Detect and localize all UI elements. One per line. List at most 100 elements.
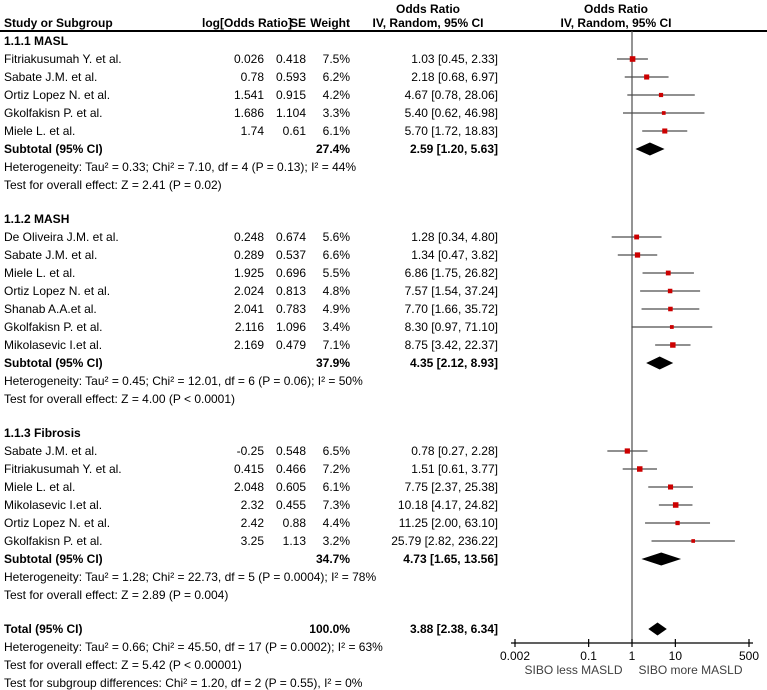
- study-name: Shanab A.A.et al.: [4, 302, 97, 316]
- table-row: Subtotal (95% CI) 27.4% 2.59 [1.20, 5.63]: [0, 140, 767, 158]
- plot-header-line2: IV, Random, 95% CI: [560, 16, 672, 30]
- ci-value: 2.59 [1.20, 5.63]: [409, 142, 498, 156]
- study-name: Fitriakusumah Y. et al.: [4, 52, 122, 66]
- standard-error-value: 0.593: [275, 70, 306, 84]
- standard-error-value: 0.696: [275, 266, 306, 280]
- overall-effect-note: Test for overall effect: Z = 2.41 (P = 0…: [4, 178, 222, 192]
- effect-column-header-line1: Odds Ratio: [395, 2, 460, 16]
- log-odds-ratio-value: 2.116: [234, 320, 264, 334]
- study-name: Gkolfakisn P. et al.: [4, 320, 103, 334]
- table-row: De Oliveira J.M. et al. 0.248 0.674 5.6% 1.2…: [0, 228, 767, 246]
- log-odds-ratio-value: 2.32: [240, 498, 264, 512]
- weight-value: 7.5%: [322, 52, 350, 66]
- axis-label-right: SIBO more MASLD: [638, 663, 742, 677]
- effect-marker: [624, 448, 630, 454]
- table-row: Mikolasevic I.et al. 2.32 0.455 7.3% 10.18 […: [0, 496, 767, 514]
- standard-error-value: 0.548: [275, 444, 306, 458]
- subgroup-title: 1.1.3 Fibrosis: [4, 426, 81, 440]
- axis-tick-label: 500: [739, 649, 759, 663]
- subgroup-title: 1.1.2 MASH: [4, 212, 70, 226]
- table-row: Gkolfakisn P. et al. 3.25 1.13 3.2% 25.79 [2…: [0, 532, 767, 550]
- ci-value: 5.70 [1.72, 18.83]: [404, 124, 498, 138]
- log-odds-ratio-value: 1.925: [233, 266, 264, 280]
- weight-value: 6.1%: [322, 480, 350, 494]
- effect-column-header-line2: IV, Random, 95% CI: [372, 16, 484, 30]
- weight-value: 4.8%: [322, 284, 350, 298]
- subgroup-title: 1.1.1 MASL: [4, 34, 69, 48]
- ci-value: 11.25 [2.00, 63.10]: [398, 516, 498, 530]
- log-odds-ratio-value: 0.415: [233, 462, 264, 476]
- heterogeneity-note: Heterogeneity: Tau² = 0.33; Chi² = 7.10,…: [4, 160, 357, 174]
- effect-marker: [665, 270, 671, 276]
- ci-value: 2.18 [0.68, 6.97]: [411, 70, 498, 84]
- weight-value: 6.5%: [322, 444, 350, 458]
- table-row: Fitriakusumah Y. et al. 0.415 0.466 7.2% 1.5…: [0, 460, 767, 478]
- ci-value: 5.40 [0.62, 46.98]: [404, 106, 498, 120]
- table-row: Miele L. et al. 2.048 0.605 6.1% 7.75 [2.37,…: [0, 478, 767, 496]
- table-row: Ortiz Lopez N. et al. 2.024 0.813 4.8% 7.57 …: [0, 282, 767, 300]
- standard-error-value: 0.61: [282, 124, 306, 138]
- standard-error-value: 0.479: [275, 338, 306, 352]
- standard-error-value: 0.915: [275, 88, 306, 102]
- standard-error-value: 0.88: [282, 516, 306, 530]
- total-diamond: [648, 622, 667, 636]
- table-row: Test for overall effect: Z = 2.41 (P = 0…: [0, 176, 767, 194]
- table-row: Subtotal (95% CI) 34.7% 4.73 [1.65, 13.56]: [0, 550, 767, 568]
- overall-effect-note: Test for overall effect: Z = 5.42 (P < 0…: [4, 658, 242, 672]
- weight-value: 100.0%: [309, 622, 350, 636]
- study-name: Sabate J.M. et al.: [4, 248, 98, 262]
- log-odds-ratio-value: 1.686: [233, 106, 264, 120]
- standard-error-value: 0.813: [275, 284, 306, 298]
- se-column-header: SE: [289, 16, 306, 30]
- standard-error-value: 0.466: [275, 462, 306, 476]
- log-odds-ratio-value: 0.78: [240, 70, 264, 84]
- axis-tick-label: 10: [669, 649, 683, 663]
- standard-error-value: 0.783: [275, 302, 306, 316]
- study-name: Mikolasevic I.et al.: [4, 338, 103, 352]
- ci-value: 0.78 [0.27, 2.28]: [411, 444, 498, 458]
- table-row: Ortiz Lopez N. et al. 2.42 0.88 4.4% 11.25 […: [0, 514, 767, 532]
- header-underline: [0, 30, 767, 32]
- axis-tick-label: 0.002: [500, 649, 530, 663]
- weight-value: 37.9%: [315, 356, 350, 370]
- study-name: Fitriakusumah Y. et al.: [4, 462, 122, 476]
- weight-value: 7.2%: [322, 462, 350, 476]
- study-name: Mikolasevic I.et al.: [4, 498, 103, 512]
- table-row: Test for subgroup differences: Chi² = 1.…: [0, 674, 767, 690]
- ci-value: 25.79 [2.82, 236.22]: [391, 534, 498, 548]
- table-row: Test for overall effect: Z = 5.42 (P < 0…: [0, 656, 767, 674]
- weight-value: 27.4%: [315, 142, 350, 156]
- ci-value: 7.57 [1.54, 37.24]: [404, 284, 498, 298]
- weight-value: 6.6%: [322, 248, 350, 262]
- weight-value: 4.9%: [322, 302, 350, 316]
- effect-marker: [661, 111, 666, 115]
- study-name: Miele L. et al.: [4, 266, 76, 280]
- log-odds-ratio-value: 0.248: [233, 230, 264, 244]
- ci-value: 1.34 [0.47, 3.82]: [411, 248, 498, 262]
- heterogeneity-note: Heterogeneity: Tau² = 0.45; Chi² = 12.01…: [4, 374, 363, 388]
- ci-value: 10.18 [4.17, 24.82]: [397, 498, 498, 512]
- weight-value: 3.2%: [322, 534, 350, 548]
- table-row: Gkolfakisn P. et al. 2.116 1.096 3.4% 8.30 […: [0, 318, 767, 336]
- subtotal-label: Subtotal (95% CI): [4, 142, 103, 156]
- ci-value: 1.51 [0.61, 3.77]: [411, 462, 498, 476]
- log-odds-ratio-value: 2.169: [233, 338, 264, 352]
- weight-column-header: Weight: [310, 16, 350, 30]
- subtotal-label: Subtotal (95% CI): [4, 552, 103, 566]
- table-row: Ortiz Lopez N. et al. 1.541 0.915 4.2% 4.67 …: [0, 86, 767, 104]
- log-odds-ratio-value: 0.289: [233, 248, 264, 262]
- overall-effect-note: Test for overall effect: Z = 2.89 (P = 0…: [4, 588, 229, 602]
- ci-value: 4.67 [0.78, 28.06]: [404, 88, 498, 102]
- weight-value: 5.6%: [322, 230, 350, 244]
- ci-value: 4.73 [1.65, 13.56]: [403, 552, 498, 566]
- weight-value: 7.1%: [322, 338, 350, 352]
- table-row: Fitriakusumah Y. et al. 0.026 0.418 7.5% 1.0…: [0, 50, 767, 68]
- ci-value: 1.28 [0.34, 4.80]: [411, 230, 498, 244]
- log-odds-ratio-value: 0.026: [233, 52, 264, 66]
- heterogeneity-note: Heterogeneity: Tau² = 1.28; Chi² = 22.73…: [4, 570, 377, 584]
- weight-value: 3.4%: [322, 320, 350, 334]
- effect-marker: [629, 56, 636, 62]
- log-odds-ratio-value: 1.74: [240, 124, 264, 138]
- study-name: Ortiz Lopez N. et al.: [4, 88, 111, 102]
